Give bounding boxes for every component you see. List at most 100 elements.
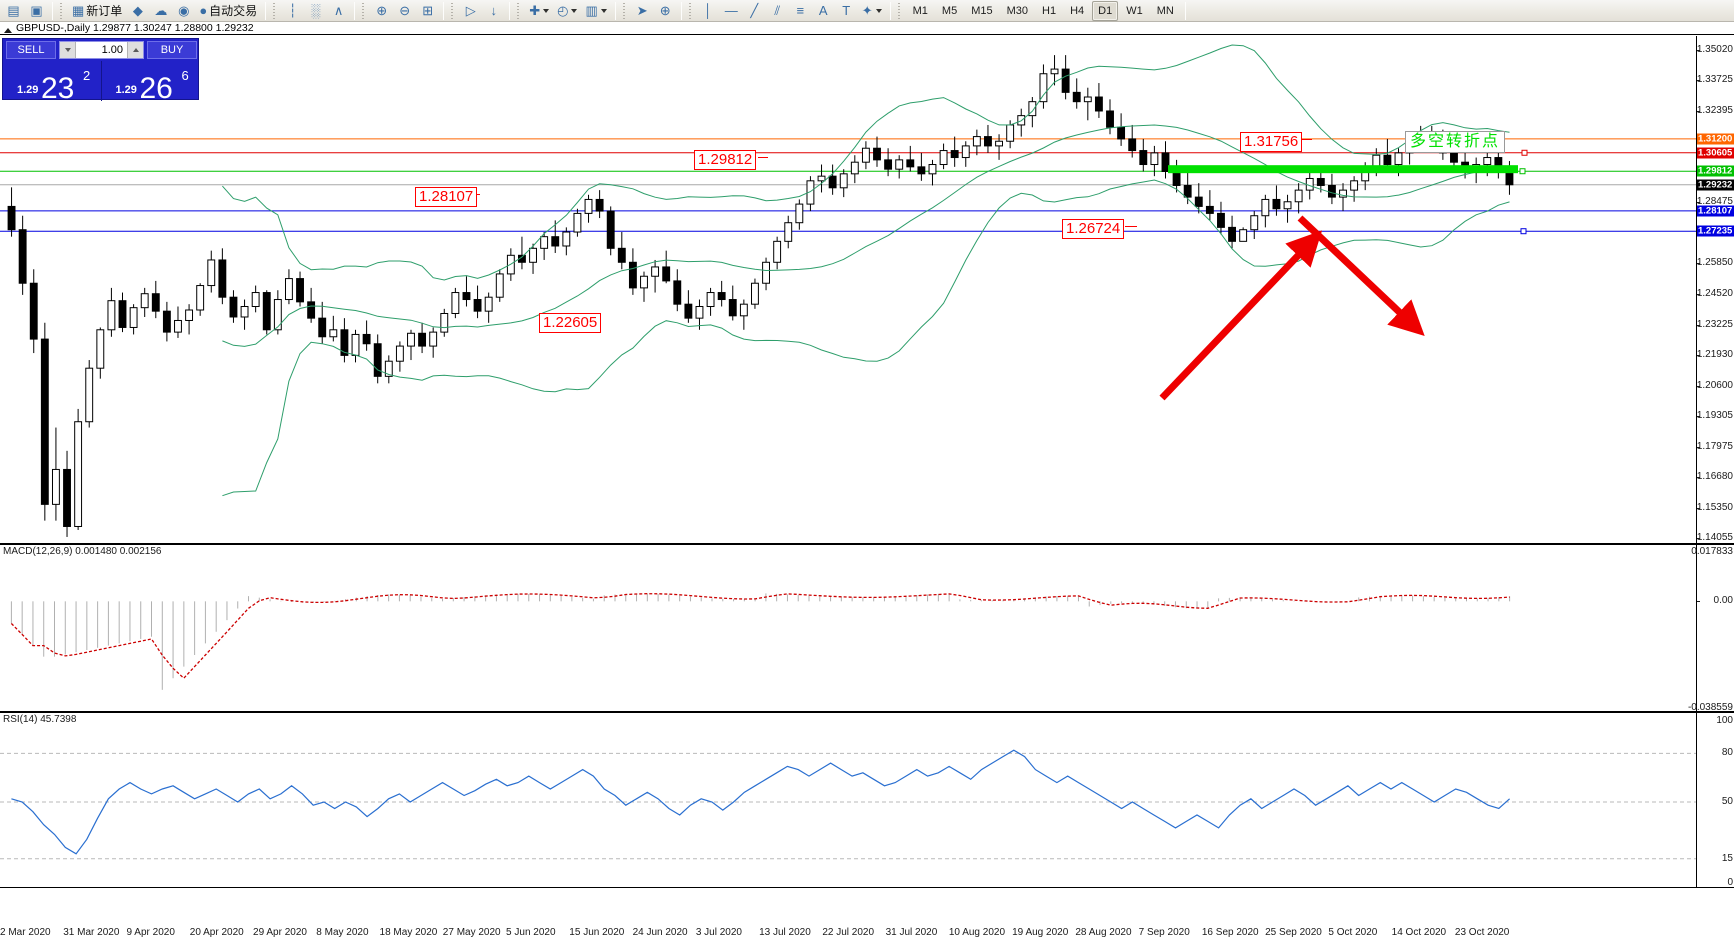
timeframe-mn[interactable]: MN: [1156, 4, 1174, 17]
toolbar-grip[interactable]: [895, 1, 903, 20]
timeframe-d1[interactable]: D1: [1092, 0, 1119, 21]
periods-icon[interactable]: ◴: [554, 1, 580, 21]
auto-trading-button[interactable]: ● 自动交易: [196, 1, 260, 21]
sell-button[interactable]: SELL: [6, 41, 56, 59]
timeframe-m1[interactable]: M1: [912, 4, 928, 17]
algo-cloud-icon[interactable]: ☁: [150, 1, 171, 21]
macd-plot-area[interactable]: [0, 545, 1696, 711]
buy-button[interactable]: BUY: [147, 41, 197, 59]
candle-body: [174, 319, 182, 333]
hline-handle[interactable]: [1519, 168, 1526, 175]
zoom-in-icon[interactable]: ⊕: [371, 1, 392, 21]
price-tick-label: 1.25850: [1696, 257, 1733, 269]
new-chart-icon[interactable]: ▤: [3, 1, 24, 21]
line-chart-icon[interactable]: ∧: [328, 1, 349, 21]
fibonacci-icon[interactable]: ≡: [790, 1, 811, 21]
price-tick-mark: [1697, 263, 1700, 265]
chevron-down-icon[interactable]: [543, 8, 550, 13]
price-label-128107[interactable]: 1.28107: [1697, 205, 1734, 217]
chevron-up-icon: [132, 48, 139, 52]
candle-body: [1150, 152, 1159, 166]
chevron-down-icon[interactable]: [875, 8, 882, 13]
profiles-icon: ▣: [30, 3, 43, 18]
time-tick-label: 28 Aug 2020: [1075, 927, 1132, 938]
trendline-icon[interactable]: ╱: [744, 1, 765, 21]
candle-body: [1106, 110, 1114, 128]
timeframe-m15[interactable]: M15: [971, 4, 993, 17]
annot-126724[interactable]: 1.26724: [1062, 219, 1125, 239]
text-icon[interactable]: A: [813, 1, 834, 21]
equidistant-channel-icon[interactable]: ⫽: [767, 1, 788, 21]
time-axis[interactable]: 2 Mar 2020 31 Mar 2020 9 Apr 2020 20 Apr 20…: [0, 927, 1734, 940]
buy-price-display[interactable]: 1.29 26 6: [102, 61, 201, 104]
downtrend-arrow[interactable]: [1297, 215, 1425, 337]
candle-body: [473, 299, 482, 312]
price-plot-area[interactable]: [0, 36, 1696, 543]
toolbar-grip[interactable]: [271, 1, 279, 20]
price-axis[interactable]: 1.35020 1.33725 1.32395 1.25850 1.24520 1.232…: [1696, 36, 1734, 543]
zoom-out-icon: ⊖: [399, 3, 411, 18]
chart-shift-icon[interactable]: ↓: [483, 1, 504, 21]
price-label-131200[interactable]: 1.31200: [1697, 133, 1734, 145]
candlestick-chart-icon[interactable]: ░: [305, 1, 326, 21]
toolbar-grip[interactable]: [449, 1, 457, 20]
green-resistance-band[interactable]: [1168, 165, 1518, 174]
timeframe-m30[interactable]: M30: [1006, 4, 1029, 17]
text-label-icon[interactable]: T: [836, 1, 857, 21]
volume-input[interactable]: 1.00: [76, 42, 127, 58]
shapes-icon[interactable]: ✦: [859, 1, 885, 21]
new-order-button[interactable]: ▦ 新订单: [69, 1, 125, 21]
bar-chart-icon[interactable]: ┆: [282, 1, 303, 21]
rsi-pane[interactable]: RSI(14) 45.7398 100 80 50 15 0: [0, 712, 1734, 888]
auto-scroll-icon[interactable]: ▷: [460, 1, 481, 21]
templates-icon[interactable]: ▥: [582, 1, 609, 21]
price-label-129232[interactable]: 1.29232: [1697, 179, 1734, 191]
price-label-130605[interactable]: 1.30605: [1697, 147, 1734, 159]
sell-price-display[interactable]: 1.29 23 2: [3, 61, 102, 104]
chevron-down-icon[interactable]: [571, 8, 578, 13]
candle-body: [861, 147, 870, 163]
vertical-line-icon[interactable]: │: [698, 1, 719, 21]
hline-handle[interactable]: [1521, 149, 1528, 156]
metaeditor-icon[interactable]: ◆: [127, 1, 148, 21]
cursor-icon[interactable]: ➤: [632, 1, 653, 21]
timeframe-m5[interactable]: M5: [941, 4, 958, 17]
toolbar-grip[interactable]: [686, 1, 694, 20]
volume-decrease-button[interactable]: [60, 42, 76, 58]
uptrend-arrow[interactable]: [1159, 230, 1323, 401]
chart-grid-icon[interactable]: ⊞: [417, 1, 438, 21]
candlestick-chart-icon: ░: [311, 3, 321, 18]
horizontal-line-icon[interactable]: —: [721, 1, 742, 21]
toolbar-grip[interactable]: [515, 1, 523, 20]
signals-icon[interactable]: ◉: [173, 1, 194, 21]
hline-handle[interactable]: [1520, 228, 1527, 235]
toolbar-grip[interactable]: [620, 1, 628, 20]
price-label-127235[interactable]: 1.27235: [1697, 225, 1734, 237]
volume-stepper[interactable]: 1.00: [59, 41, 144, 59]
indicators-icon[interactable]: ✚: [526, 1, 552, 21]
one-click-trade-panel[interactable]: SELL 1.00 BUY 1.29 23 2 1.29 26 6: [2, 38, 201, 104]
time-tick-label: 8 May 2020: [316, 927, 369, 938]
crosshair-icon[interactable]: ⊕: [655, 1, 676, 21]
timeframe-h4[interactable]: H4: [1070, 4, 1085, 17]
volume-increase-button[interactable]: [127, 42, 143, 58]
annot-131756[interactable]: 1.31756: [1240, 132, 1303, 152]
timeframe-w1[interactable]: W1: [1126, 4, 1143, 17]
toolbar-grip[interactable]: [360, 1, 368, 20]
annot-128107[interactable]: 1.28107: [415, 187, 478, 207]
timeframe-h1[interactable]: H1: [1042, 4, 1057, 17]
macd-axis[interactable]: 0.017833 0.00 -0.038559: [1688, 545, 1734, 713]
zoom-out-icon[interactable]: ⊖: [394, 1, 415, 21]
macd-pane[interactable]: MACD(12,26,9) 0.001480 0.002156 0.017833…: [0, 544, 1734, 713]
candle-body: [1039, 73, 1048, 103]
chevron-down-icon[interactable]: [600, 8, 607, 13]
price-label-129812[interactable]: 1.29812: [1697, 165, 1734, 177]
annot-129812[interactable]: 1.29812: [694, 150, 757, 170]
rsi-plot-area[interactable]: [0, 713, 1696, 887]
annot-122605[interactable]: 1.22605: [539, 313, 602, 333]
annot-turning-point[interactable]: 多空转折点: [1405, 131, 1506, 153]
profiles-icon[interactable]: ▣: [26, 1, 47, 21]
price-pane[interactable]: 1.35020 1.33725 1.32395 1.25850 1.24520 1.232…: [0, 36, 1734, 544]
toolbar-grip[interactable]: [58, 1, 65, 20]
rsi-axis[interactable]: 100 80 50 15 0: [1696, 713, 1734, 888]
